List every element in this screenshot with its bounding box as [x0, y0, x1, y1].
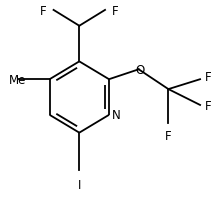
Text: N: N	[112, 109, 121, 122]
Text: F: F	[112, 5, 118, 18]
Text: F: F	[205, 100, 212, 113]
Text: Me: Me	[9, 74, 27, 87]
Text: I: I	[78, 179, 81, 192]
Text: F: F	[205, 71, 212, 84]
Text: F: F	[165, 130, 172, 143]
Text: O: O	[135, 64, 144, 77]
Text: F: F	[40, 5, 47, 18]
